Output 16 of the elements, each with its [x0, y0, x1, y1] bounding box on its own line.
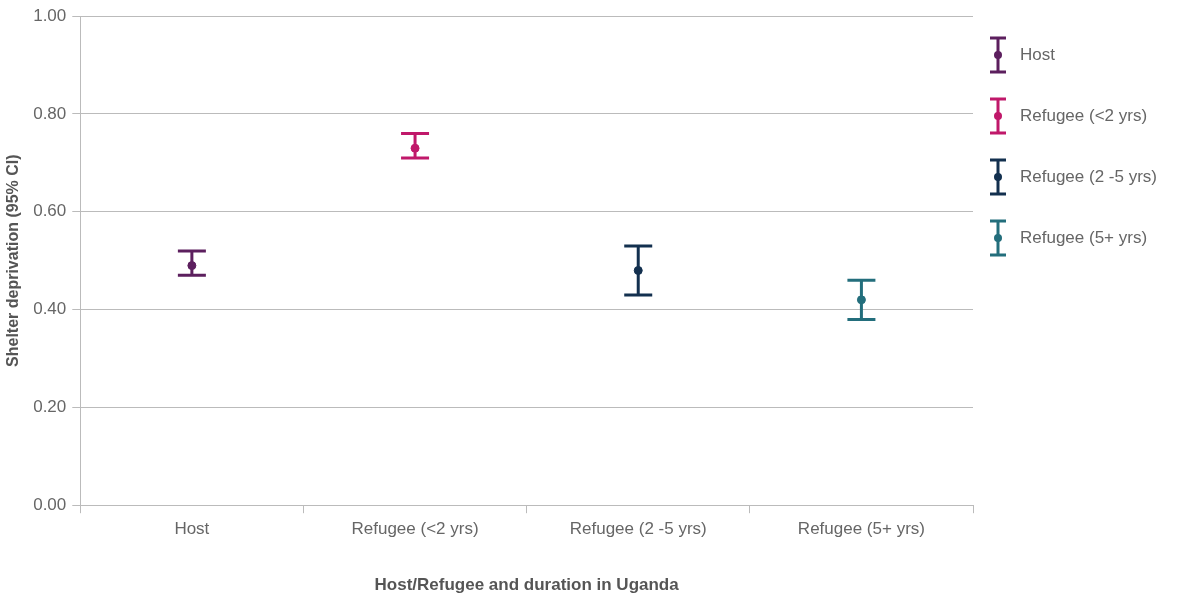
legend-label: Host	[1020, 44, 1055, 65]
y-tick-label: 0.80	[33, 103, 67, 123]
y-axis-title: Shelter deprivation (95% CI)	[4, 154, 22, 367]
legend-label: Refugee (<2 yrs)	[1020, 105, 1148, 126]
legend-label: Refugee (2 -5 yrs)	[1020, 166, 1157, 187]
x-tick-label: Host	[174, 519, 210, 539]
y-tick-label: 0.00	[33, 494, 67, 514]
y-tick-label: 0.60	[33, 201, 67, 221]
x-axis-title: Host/Refugee and duration in Uganda	[374, 575, 680, 595]
x-tick-label: Refugee (5+ yrs)	[797, 519, 925, 539]
legend-label: Refugee (5+ yrs)	[1020, 227, 1148, 248]
y-tick-label: 1.00	[33, 5, 67, 25]
x-tick-label: Refugee (2 -5 yrs)	[569, 519, 707, 539]
y-tick-label: 0.40	[33, 299, 67, 319]
y-tick-label: 0.20	[33, 397, 67, 417]
x-tick-label: Refugee (<2 yrs)	[351, 519, 479, 539]
